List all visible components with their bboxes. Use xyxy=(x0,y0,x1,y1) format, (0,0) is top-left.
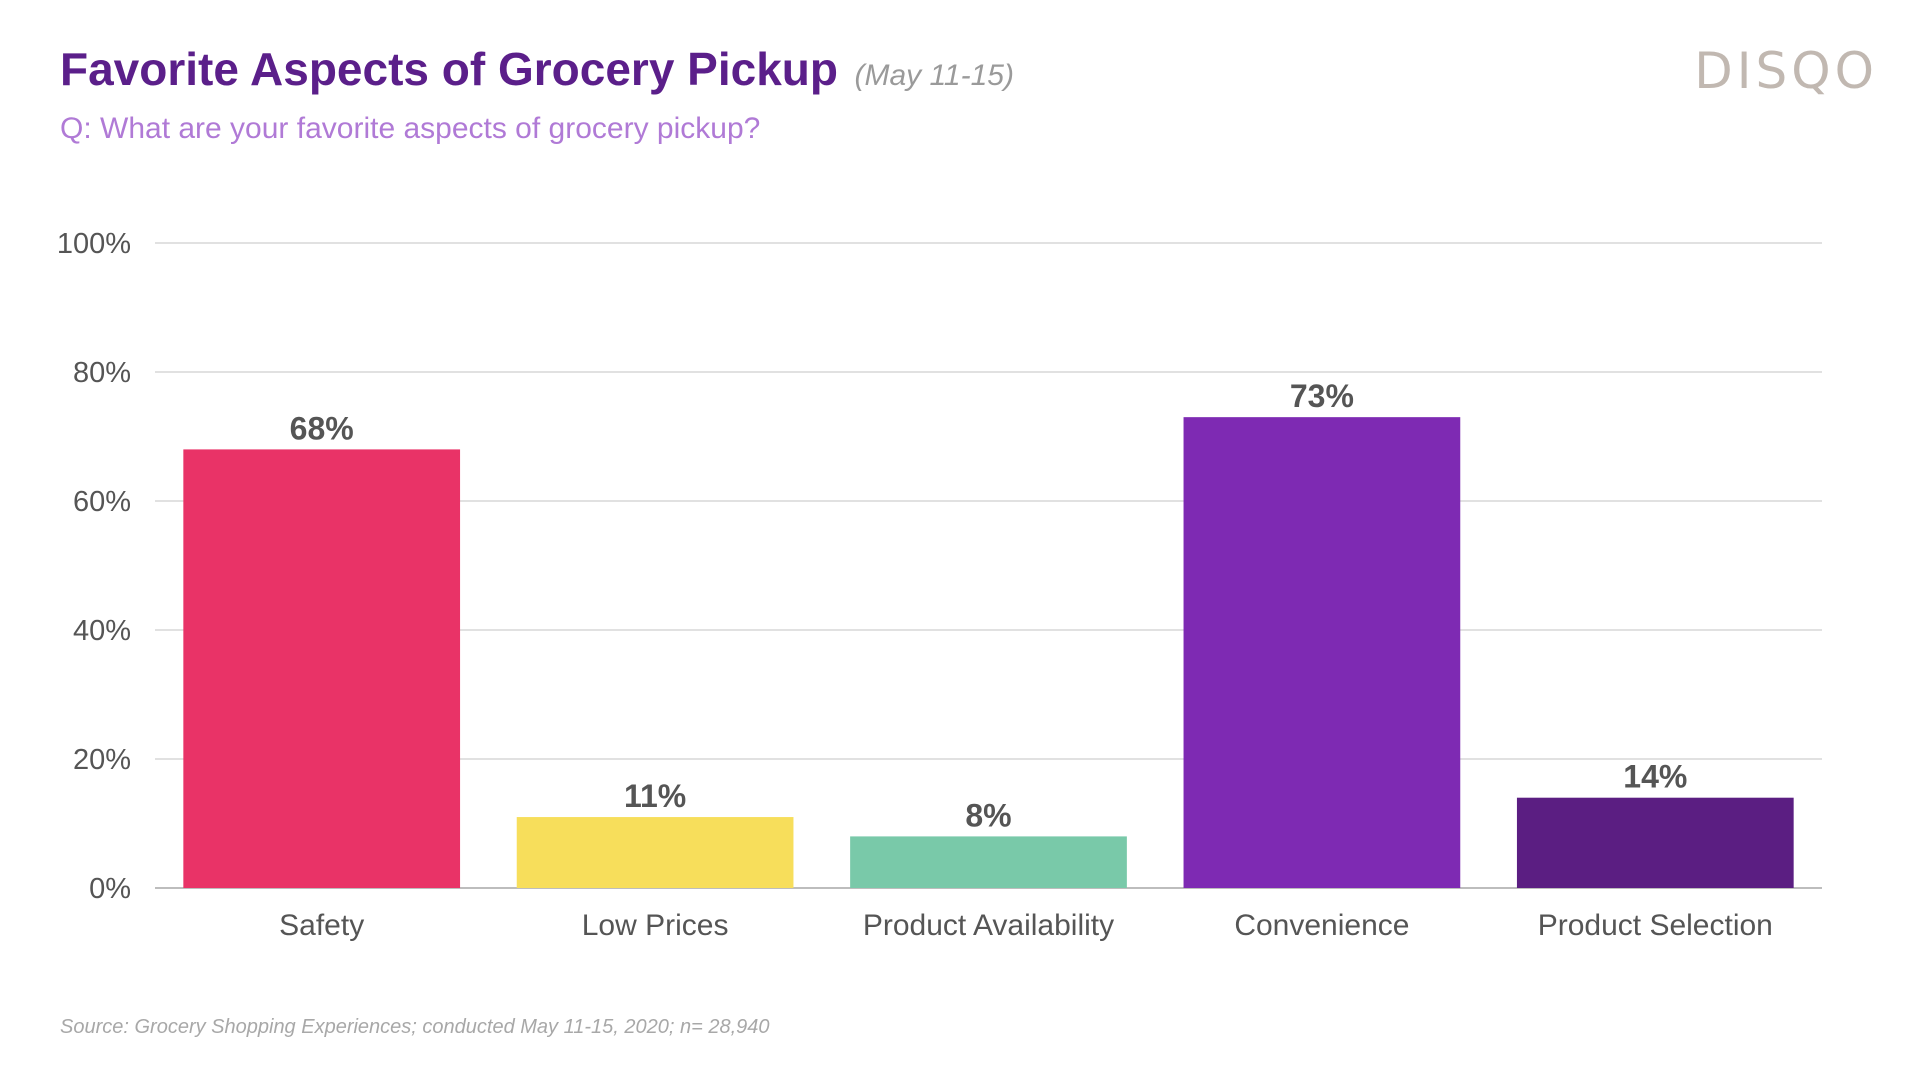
chart-title: Favorite Aspects of Grocery Pickup xyxy=(60,43,839,95)
bar xyxy=(183,449,461,888)
bar xyxy=(850,836,1127,888)
bar xyxy=(1516,797,1794,888)
bar xyxy=(1183,417,1461,888)
title-row: Favorite Aspects of Grocery Pickup (May … xyxy=(60,42,1014,96)
disqo-logo: DISQO xyxy=(1694,42,1878,100)
data-label: 8% xyxy=(965,797,1011,833)
category-label: Product Availability xyxy=(863,909,1114,942)
y-tick-label: 40% xyxy=(73,615,131,647)
y-tick-label: 80% xyxy=(73,357,131,389)
survey-question: Q: What are your favorite aspects of gro… xyxy=(60,112,761,145)
data-label: 73% xyxy=(1290,378,1354,414)
category-label: Product Selection xyxy=(1538,909,1773,942)
y-tick-label: 60% xyxy=(73,486,131,518)
category-label: Convenience xyxy=(1234,909,1409,942)
y-tick-label: 100% xyxy=(57,228,131,260)
bar xyxy=(516,817,794,888)
source-note: Source: Grocery Shopping Experiences; co… xyxy=(60,1016,770,1038)
date-range: (May 11-15) xyxy=(854,59,1014,92)
y-tick-label: 0% xyxy=(89,873,131,905)
data-label: 14% xyxy=(1623,759,1687,795)
data-label: 11% xyxy=(624,778,686,814)
category-label: Safety xyxy=(279,909,364,942)
y-tick-label: 20% xyxy=(73,744,131,776)
category-label: Low Prices xyxy=(582,909,729,942)
data-label: 68% xyxy=(290,410,354,446)
